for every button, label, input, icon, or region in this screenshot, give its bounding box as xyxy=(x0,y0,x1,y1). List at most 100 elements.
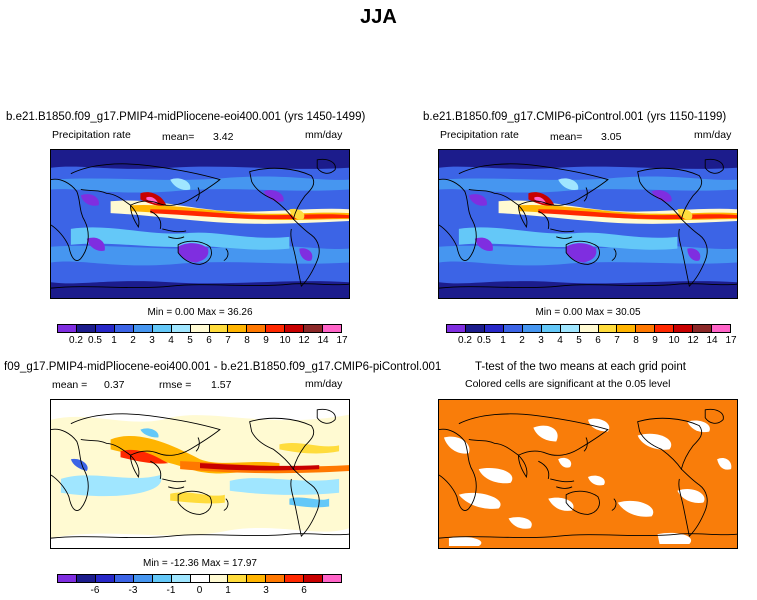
min-label: Min = xyxy=(143,558,168,569)
min-label: Min = xyxy=(147,307,173,318)
mean-value-top-left: 3.42 xyxy=(213,131,234,143)
min-value: 0.00 xyxy=(562,307,583,318)
colorbar-labels-bottom-left: -6 -3 -1 0 1 3 6 xyxy=(57,585,342,597)
units-top-right: mm/day xyxy=(694,129,732,141)
colorbar-tick-label: 7 xyxy=(225,335,231,346)
colorbar-swatch xyxy=(617,325,637,332)
colorbar-tick-label: 0.2 xyxy=(458,335,472,346)
colorbar-tick-label: 17 xyxy=(725,335,737,346)
max-value: 36.26 xyxy=(227,307,253,318)
colorbar-tick-label: -3 xyxy=(128,585,138,596)
colorbar-tick-label: 4 xyxy=(557,335,563,346)
minmax-top-left: Min = 0.00 Max = 36.26 xyxy=(50,307,350,318)
colorbar-swatch xyxy=(465,325,485,332)
colorbar-swatch xyxy=(323,325,342,332)
colorbar-tick-label: 10 xyxy=(668,335,680,346)
colorbar-swatch xyxy=(323,575,342,582)
precip-map-top-right xyxy=(438,149,738,299)
minmax-bottom-left: Min = -12.36 Max = 17.97 xyxy=(50,558,350,569)
diff-map-bottom-left xyxy=(50,399,350,549)
colorbar-top-right xyxy=(446,324,731,333)
colorbar-tick-label: 1 xyxy=(500,335,506,346)
mean-value-bottom-left: 0.37 xyxy=(104,379,125,391)
colorbar-swatch xyxy=(522,325,542,332)
colorbar-swatch xyxy=(114,575,134,582)
rmse-value-bottom-left: 1.57 xyxy=(211,379,232,391)
colorbar-swatch xyxy=(579,325,599,332)
colorbar-swatch xyxy=(95,575,115,582)
panel-title-bottom-right: T-test of the two means at each grid poi… xyxy=(475,361,686,373)
colorbar-swatch xyxy=(266,325,286,332)
colorbar-swatch xyxy=(285,325,305,332)
colorbar-swatch xyxy=(484,325,504,332)
colorbar-tick-label: 5 xyxy=(576,335,582,346)
colorbar-swatch xyxy=(114,325,134,332)
max-label: Max = xyxy=(201,558,230,569)
colorbar-bottom-left xyxy=(57,574,342,583)
colorbar-swatch xyxy=(152,575,172,582)
min-value: -12.36 xyxy=(170,558,199,569)
colorbar-swatch xyxy=(58,325,77,332)
max-value: 30.05 xyxy=(615,307,641,318)
mean-label-bottom-left: mean = xyxy=(52,379,88,391)
panel-subtitle-bottom-right: Colored cells are significant at the 0.0… xyxy=(465,378,671,390)
colorbar-swatch xyxy=(712,325,731,332)
colorbar-tick-label: 8 xyxy=(244,335,250,346)
colorbar-labels-top-left: 0.2 0.5 1 2 3 4 5 6 7 8 9 10 12 14 17 xyxy=(57,335,348,347)
colorbar-tick-label: 9 xyxy=(652,335,658,346)
mean-value-top-right: 3.05 xyxy=(601,131,622,143)
min-value: 0.00 xyxy=(174,307,195,318)
colorbar-tick-label: 12 xyxy=(687,335,699,346)
colorbar-swatch xyxy=(171,575,191,582)
colorbar-swatch xyxy=(58,575,77,582)
colorbar-swatch xyxy=(95,325,115,332)
ttest-map-svg xyxy=(439,400,737,548)
colorbar-swatch xyxy=(285,575,305,582)
colorbar-swatch xyxy=(76,575,96,582)
panel-title-top-left: b.e21.B1850.f09_g17.PMIP4-midPliocene-eo… xyxy=(6,111,366,123)
mean-label-top-left: mean= xyxy=(162,131,195,143)
panel-title-top-right: b.e21.B1850.f09_g17.CMIP6-piControl.001 … xyxy=(423,111,727,123)
variable-label-top-right: Precipitation rate xyxy=(440,129,519,141)
colorbar-tick-label: 0.2 xyxy=(69,335,83,346)
colorbar-swatch xyxy=(655,325,675,332)
colorbar-tick-label: 8 xyxy=(633,335,639,346)
colorbar-tick-label: 7 xyxy=(614,335,620,346)
colorbar-swatch xyxy=(304,325,324,332)
colorbar-swatch xyxy=(209,575,229,582)
colorbar-tick-label: 6 xyxy=(301,585,307,596)
colorbar-swatch xyxy=(674,325,694,332)
colorbar-tick-label: 17 xyxy=(336,335,348,346)
precip-map-top-left xyxy=(50,149,350,299)
colorbar-swatch xyxy=(133,325,153,332)
page-title: JJA xyxy=(360,6,397,28)
colorbar-swatch xyxy=(693,325,713,332)
colorbar-swatch xyxy=(152,325,172,332)
colorbar-tick-label: 6 xyxy=(595,335,601,346)
max-value: 17.97 xyxy=(231,558,257,569)
colorbar-swatch xyxy=(636,325,656,332)
mean-label-top-right: mean= xyxy=(550,131,583,143)
colorbar-tick-label: 2 xyxy=(519,335,525,346)
colorbar-swatch xyxy=(76,325,96,332)
colorbar-swatch xyxy=(133,575,153,582)
precip-map-svg xyxy=(51,150,349,298)
minmax-top-right: Min = 0.00 Max = 30.05 xyxy=(438,307,738,318)
colorbar-tick-label: 14 xyxy=(317,335,329,346)
colorbar-swatch xyxy=(171,325,191,332)
colorbar-swatch xyxy=(247,575,267,582)
colorbar-swatch xyxy=(541,325,561,332)
precip-map-svg xyxy=(439,150,737,298)
colorbar-swatch xyxy=(598,325,618,332)
diff-map-svg xyxy=(51,400,349,548)
units-bottom-left: mm/day xyxy=(305,378,343,390)
max-label: Max = xyxy=(585,307,613,318)
min-label: Min = xyxy=(535,307,561,318)
colorbar-tick-label: 3 xyxy=(263,585,269,596)
colorbar-swatch xyxy=(447,325,466,332)
colorbar-swatch xyxy=(560,325,580,332)
colorbar-tick-label: -1 xyxy=(166,585,176,596)
colorbar-tick-label: 2 xyxy=(130,335,136,346)
colorbar-tick-label: 4 xyxy=(168,335,174,346)
colorbar-tick-label: 12 xyxy=(298,335,310,346)
